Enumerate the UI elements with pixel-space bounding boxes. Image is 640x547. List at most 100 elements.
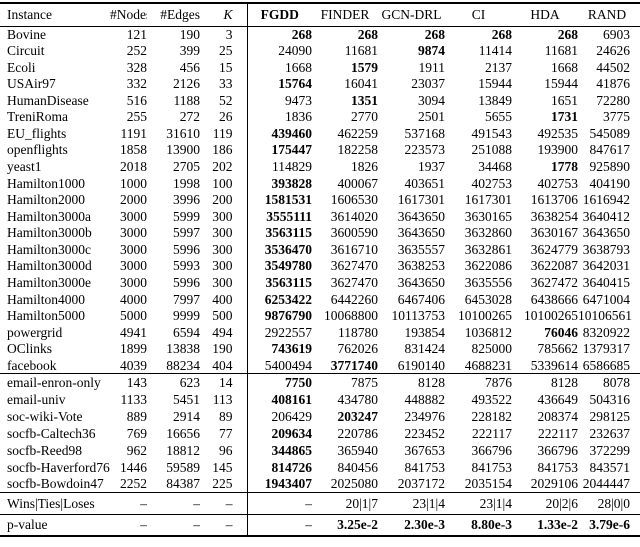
cell-ci: 8.80e-3 bbox=[471, 517, 512, 533]
cell-edges: 2705 bbox=[173, 159, 200, 175]
cell-instance: USAir97 bbox=[7, 76, 56, 92]
column-header-instance: Instance bbox=[7, 7, 52, 22]
cell-k: 300 bbox=[200, 224, 248, 242]
cell-gcn_drl: 223573 bbox=[404, 142, 446, 158]
cell-instance: openflights bbox=[7, 142, 68, 158]
cell-ci: 491543 bbox=[471, 125, 513, 141]
cell-finder: 462259 bbox=[337, 125, 379, 141]
table-row: Hamilton3000c 3000 5996 300 3536470 3616710 36… bbox=[0, 241, 640, 258]
cell-fgdd: 1581531 bbox=[264, 192, 312, 208]
cell-edges: 272 bbox=[179, 109, 200, 125]
cell-nodes: 4941 bbox=[120, 324, 147, 340]
table-row: yeast1 2018 2705 202 114829 1826 1937 34468 1778… bbox=[0, 158, 640, 176]
cell-hda: 20|2|6 bbox=[545, 496, 578, 512]
cell-rand: 2044447 bbox=[582, 476, 630, 492]
cell-fgdd: – bbox=[305, 496, 312, 512]
cell-hda: 436649 bbox=[537, 391, 579, 407]
table-row: openflights 1858 13900 186 175447 182258 22357… bbox=[0, 141, 640, 159]
cell-gcn_drl: 403651 bbox=[404, 175, 446, 191]
cell-edges: 2914 bbox=[173, 408, 200, 424]
cell-hda: 208374 bbox=[537, 408, 579, 424]
cell-nodes: 332 bbox=[126, 76, 147, 92]
cell-fgdd: 268 bbox=[291, 26, 312, 42]
cell-gcn_drl: 10113753 bbox=[391, 308, 446, 324]
cell-gcn_drl: 6190140 bbox=[397, 357, 445, 373]
table-row: Hamilton2000 2000 3996 200 1581531 1606530 161… bbox=[0, 191, 640, 209]
cell-fgdd: 3563115 bbox=[265, 274, 312, 290]
cell-edges: 16656 bbox=[166, 425, 200, 441]
cell-fgdd: 9473 bbox=[285, 92, 312, 108]
cell-gcn_drl: 23|1|4 bbox=[412, 496, 445, 512]
cell-rand: 3642031 bbox=[582, 258, 630, 274]
cell-nodes: 1899 bbox=[120, 341, 147, 357]
cell-rand: 3643650 bbox=[582, 225, 630, 241]
cell-hda: 15944 bbox=[544, 76, 578, 92]
cell-gcn_drl: 841753 bbox=[404, 459, 446, 475]
cell-finder: 203247 bbox=[337, 408, 379, 424]
cell-instance: Hamilton5000 bbox=[7, 308, 85, 324]
cell-edges: – bbox=[193, 496, 200, 512]
cell-ci: 3635556 bbox=[464, 274, 512, 290]
cell-k: 225 bbox=[200, 475, 248, 493]
cell-fgdd: 743619 bbox=[271, 341, 313, 357]
cell-instance: email-univ bbox=[7, 391, 66, 407]
table-row: OClinks 1899 13838 190 743619 762026 831424 825… bbox=[0, 340, 640, 358]
cell-gcn_drl: 23037 bbox=[411, 76, 445, 92]
cell-finder: 118780 bbox=[338, 324, 378, 340]
cell-fgdd: 3549780 bbox=[264, 258, 312, 274]
cell-hda: 3624779 bbox=[530, 241, 578, 257]
cell-gcn_drl: 223452 bbox=[404, 425, 446, 441]
cell-ci: 228182 bbox=[471, 408, 513, 424]
cell-hda: 5339614 bbox=[530, 357, 578, 373]
cell-edges: 2126 bbox=[173, 76, 200, 92]
cell-edges: 59589 bbox=[166, 459, 200, 475]
cell-finder: 400067 bbox=[337, 175, 379, 191]
cell-nodes: 3000 bbox=[120, 225, 147, 241]
cell-fgdd: 1836 bbox=[285, 109, 312, 125]
cell-finder: 268 bbox=[357, 26, 378, 42]
cell-gcn_drl: 367653 bbox=[404, 442, 446, 458]
cell-instance: Hamilton3000e bbox=[7, 274, 91, 290]
column-header-fgdd: FGDD bbox=[260, 7, 299, 22]
cell-instance: Bovine bbox=[7, 26, 46, 42]
cell-instance: socfb-Reed98 bbox=[7, 442, 82, 458]
cell-nodes: 2000 bbox=[120, 192, 147, 208]
cell-fgdd: 393828 bbox=[271, 175, 313, 191]
cell-edges: 399 bbox=[179, 43, 200, 59]
table-row: socfb-Reed98 962 18812 96 344865 365940 367653… bbox=[0, 441, 640, 459]
cell-nodes: 1446 bbox=[120, 459, 147, 475]
cell-edges: 31610 bbox=[166, 125, 200, 141]
cell-ci: 825000 bbox=[471, 341, 513, 357]
cell-gcn_drl: 537168 bbox=[404, 125, 446, 141]
cell-finder: 3771740 bbox=[330, 357, 378, 373]
cell-instance: yeast1 bbox=[7, 159, 42, 175]
cell-ci: 493522 bbox=[471, 391, 513, 407]
cell-nodes: 3000 bbox=[120, 258, 147, 274]
cell-edges: 9999 bbox=[173, 308, 200, 324]
cell-nodes: 121 bbox=[126, 26, 147, 42]
table-row: Wins|Ties|Loses – – – –20|1|7 23|1|4 23|1|4 20|… bbox=[0, 492, 640, 515]
cell-rand: 3640415 bbox=[582, 274, 630, 290]
cell-finder: 3614020 bbox=[330, 208, 378, 224]
table-row: Hamilton5000 5000 9999 500 9876790 10068800 10… bbox=[0, 307, 640, 325]
cell-instance: facebook bbox=[7, 357, 57, 373]
table-row: Hamilton3000e 3000 5996 300 3563115 3627470 36… bbox=[0, 274, 640, 291]
cell-fgdd: 15764 bbox=[278, 76, 312, 92]
cell-ci: 3630165 bbox=[464, 208, 512, 224]
cell-edges: 5996 bbox=[173, 274, 200, 290]
cell-nodes: 328 bbox=[126, 59, 147, 75]
cell-rand: 298125 bbox=[589, 408, 631, 424]
cell-fgdd: 114829 bbox=[272, 159, 312, 175]
cell-nodes: 2252 bbox=[120, 476, 147, 492]
cell-fgdd: 2922557 bbox=[264, 324, 312, 340]
cell-edges: 5999 bbox=[173, 208, 200, 224]
cell-rand: 3638793 bbox=[582, 241, 630, 257]
cell-nodes: – bbox=[140, 496, 147, 512]
cell-ci: 3622086 bbox=[464, 258, 512, 274]
cell-finder: 182258 bbox=[337, 142, 379, 158]
cell-rand: 41876 bbox=[596, 76, 630, 92]
cell-fgdd: 344865 bbox=[271, 442, 313, 458]
cell-edges: 5997 bbox=[173, 225, 200, 241]
cell-gcn_drl: 3638253 bbox=[397, 258, 445, 274]
